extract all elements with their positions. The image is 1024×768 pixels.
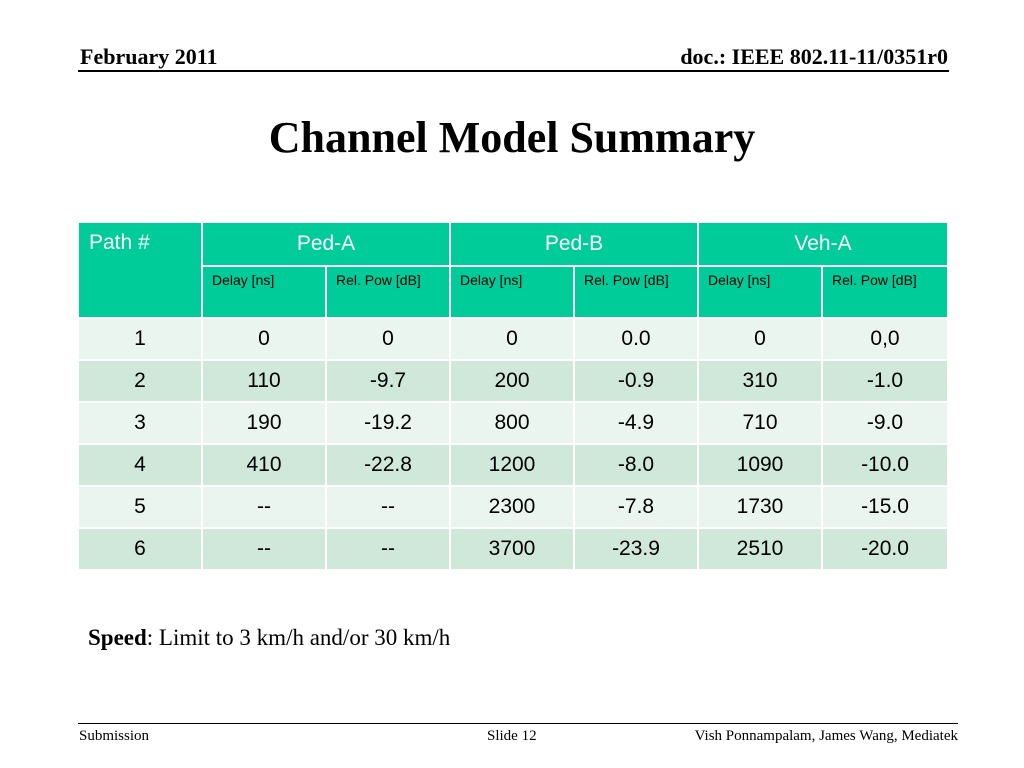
table-cell: -- bbox=[201, 527, 327, 571]
table-cell: -7.8 bbox=[573, 485, 699, 529]
table-cell: -- bbox=[201, 485, 327, 529]
channel-model-table: Path # Ped-A Ped-B Veh-A Delay [ns] Rel.… bbox=[77, 221, 949, 571]
group-header-ped-a: Ped-A bbox=[201, 221, 451, 267]
header-divider bbox=[78, 70, 949, 72]
table-cell: 310 bbox=[697, 359, 823, 403]
table-cell: 0 bbox=[325, 317, 451, 361]
table-cell: 1 bbox=[77, 317, 203, 361]
group-header-veh-a: Veh-A bbox=[697, 221, 949, 267]
table-row: 1 0 0 0 0.0 0 0,0 bbox=[77, 317, 949, 361]
table-cell: 3 bbox=[77, 401, 203, 445]
table-cell: 5 bbox=[77, 485, 203, 529]
subheader-delay: Delay [ns] bbox=[449, 265, 575, 319]
footer-submission: Submission bbox=[79, 728, 150, 744]
table-row: 4 410 -22.8 1200 -8.0 1090 -10.0 bbox=[77, 443, 949, 487]
footer-authors: Vish Ponnampalam, James Wang, Mediatek bbox=[694, 728, 958, 744]
table-cell: -19.2 bbox=[325, 401, 451, 445]
table-cell: 710 bbox=[697, 401, 823, 445]
subheader-rel-pow: Rel. Pow [dB] bbox=[325, 265, 451, 319]
subheader-rel-pow: Rel. Pow [dB] bbox=[821, 265, 949, 319]
table-cell: -- bbox=[325, 485, 451, 529]
table-cell: 0 bbox=[697, 317, 823, 361]
subheader-delay: Delay [ns] bbox=[697, 265, 823, 319]
table-subheader-row: Delay [ns] Rel. Pow [dB] Delay [ns] Rel.… bbox=[78, 265, 949, 319]
subheader-rel-pow: Rel. Pow [dB] bbox=[573, 265, 699, 319]
table-group-header-row: Path # Ped-A Ped-B Veh-A bbox=[77, 221, 949, 319]
header-date: February 2011 bbox=[80, 44, 218, 69]
table-row: 6 -- -- 3700 -23.9 2510 -20.0 bbox=[77, 527, 949, 571]
table-cell: 410 bbox=[201, 443, 327, 487]
table-cell: -9.0 bbox=[821, 401, 949, 445]
subheader-delay: Delay [ns] bbox=[201, 265, 327, 319]
table-cell: -22.8 bbox=[325, 443, 451, 487]
table-cell: 0.0 bbox=[573, 317, 699, 361]
table-cell: -15.0 bbox=[821, 485, 949, 529]
table-cell: -8.0 bbox=[573, 443, 699, 487]
table-cell: 190 bbox=[201, 401, 327, 445]
table-row: 3 190 -19.2 800 -4.9 710 -9.0 bbox=[77, 401, 949, 445]
header-doc-id: doc.: IEEE 802.11-11/0351r0 bbox=[680, 44, 948, 69]
table-cell: 2300 bbox=[449, 485, 575, 529]
table-cell: 1090 bbox=[697, 443, 823, 487]
footer-divider bbox=[78, 723, 958, 724]
table-cell: -- bbox=[325, 527, 451, 571]
table-row: 2 110 -9.7 200 -0.9 310 -1.0 bbox=[77, 359, 949, 403]
slide-title: Channel Model Summary bbox=[268, 113, 756, 162]
path-number-header: Path # bbox=[77, 221, 203, 319]
group-header-ped-b: Ped-B bbox=[449, 221, 699, 267]
speed-text: : Limit to 3 km/h and/or 30 km/h bbox=[146, 625, 451, 650]
table-cell: -1.0 bbox=[821, 359, 949, 403]
table-cell: -10.0 bbox=[821, 443, 949, 487]
footer-slide-number: Slide 12 bbox=[487, 728, 537, 744]
table-cell: -20.0 bbox=[821, 527, 949, 571]
table-cell: 800 bbox=[449, 401, 575, 445]
table-cell: 0,0 bbox=[821, 317, 949, 361]
table-cell: 4 bbox=[77, 443, 203, 487]
table-cell: -0.9 bbox=[573, 359, 699, 403]
table-cell: 0 bbox=[449, 317, 575, 361]
table-cell: -23.9 bbox=[573, 527, 699, 571]
table-cell: 110 bbox=[201, 359, 327, 403]
table-cell: 2 bbox=[77, 359, 203, 403]
table-cell: 1200 bbox=[449, 443, 575, 487]
speed-label: Speed bbox=[88, 625, 147, 650]
speed-note: Speed: Limit to 3 km/h and/or 30 km/h bbox=[88, 625, 450, 651]
table-cell: -4.9 bbox=[573, 401, 699, 445]
table-row: 5 -- -- 2300 -7.8 1730 -15.0 bbox=[77, 485, 949, 529]
table-cell: 0 bbox=[201, 317, 327, 361]
table-cell: 6 bbox=[77, 527, 203, 571]
table-cell: 1730 bbox=[697, 485, 823, 529]
table-cell: 3700 bbox=[449, 527, 575, 571]
table-cell: -9.7 bbox=[325, 359, 451, 403]
table-cell: 2510 bbox=[697, 527, 823, 571]
table-cell: 200 bbox=[449, 359, 575, 403]
